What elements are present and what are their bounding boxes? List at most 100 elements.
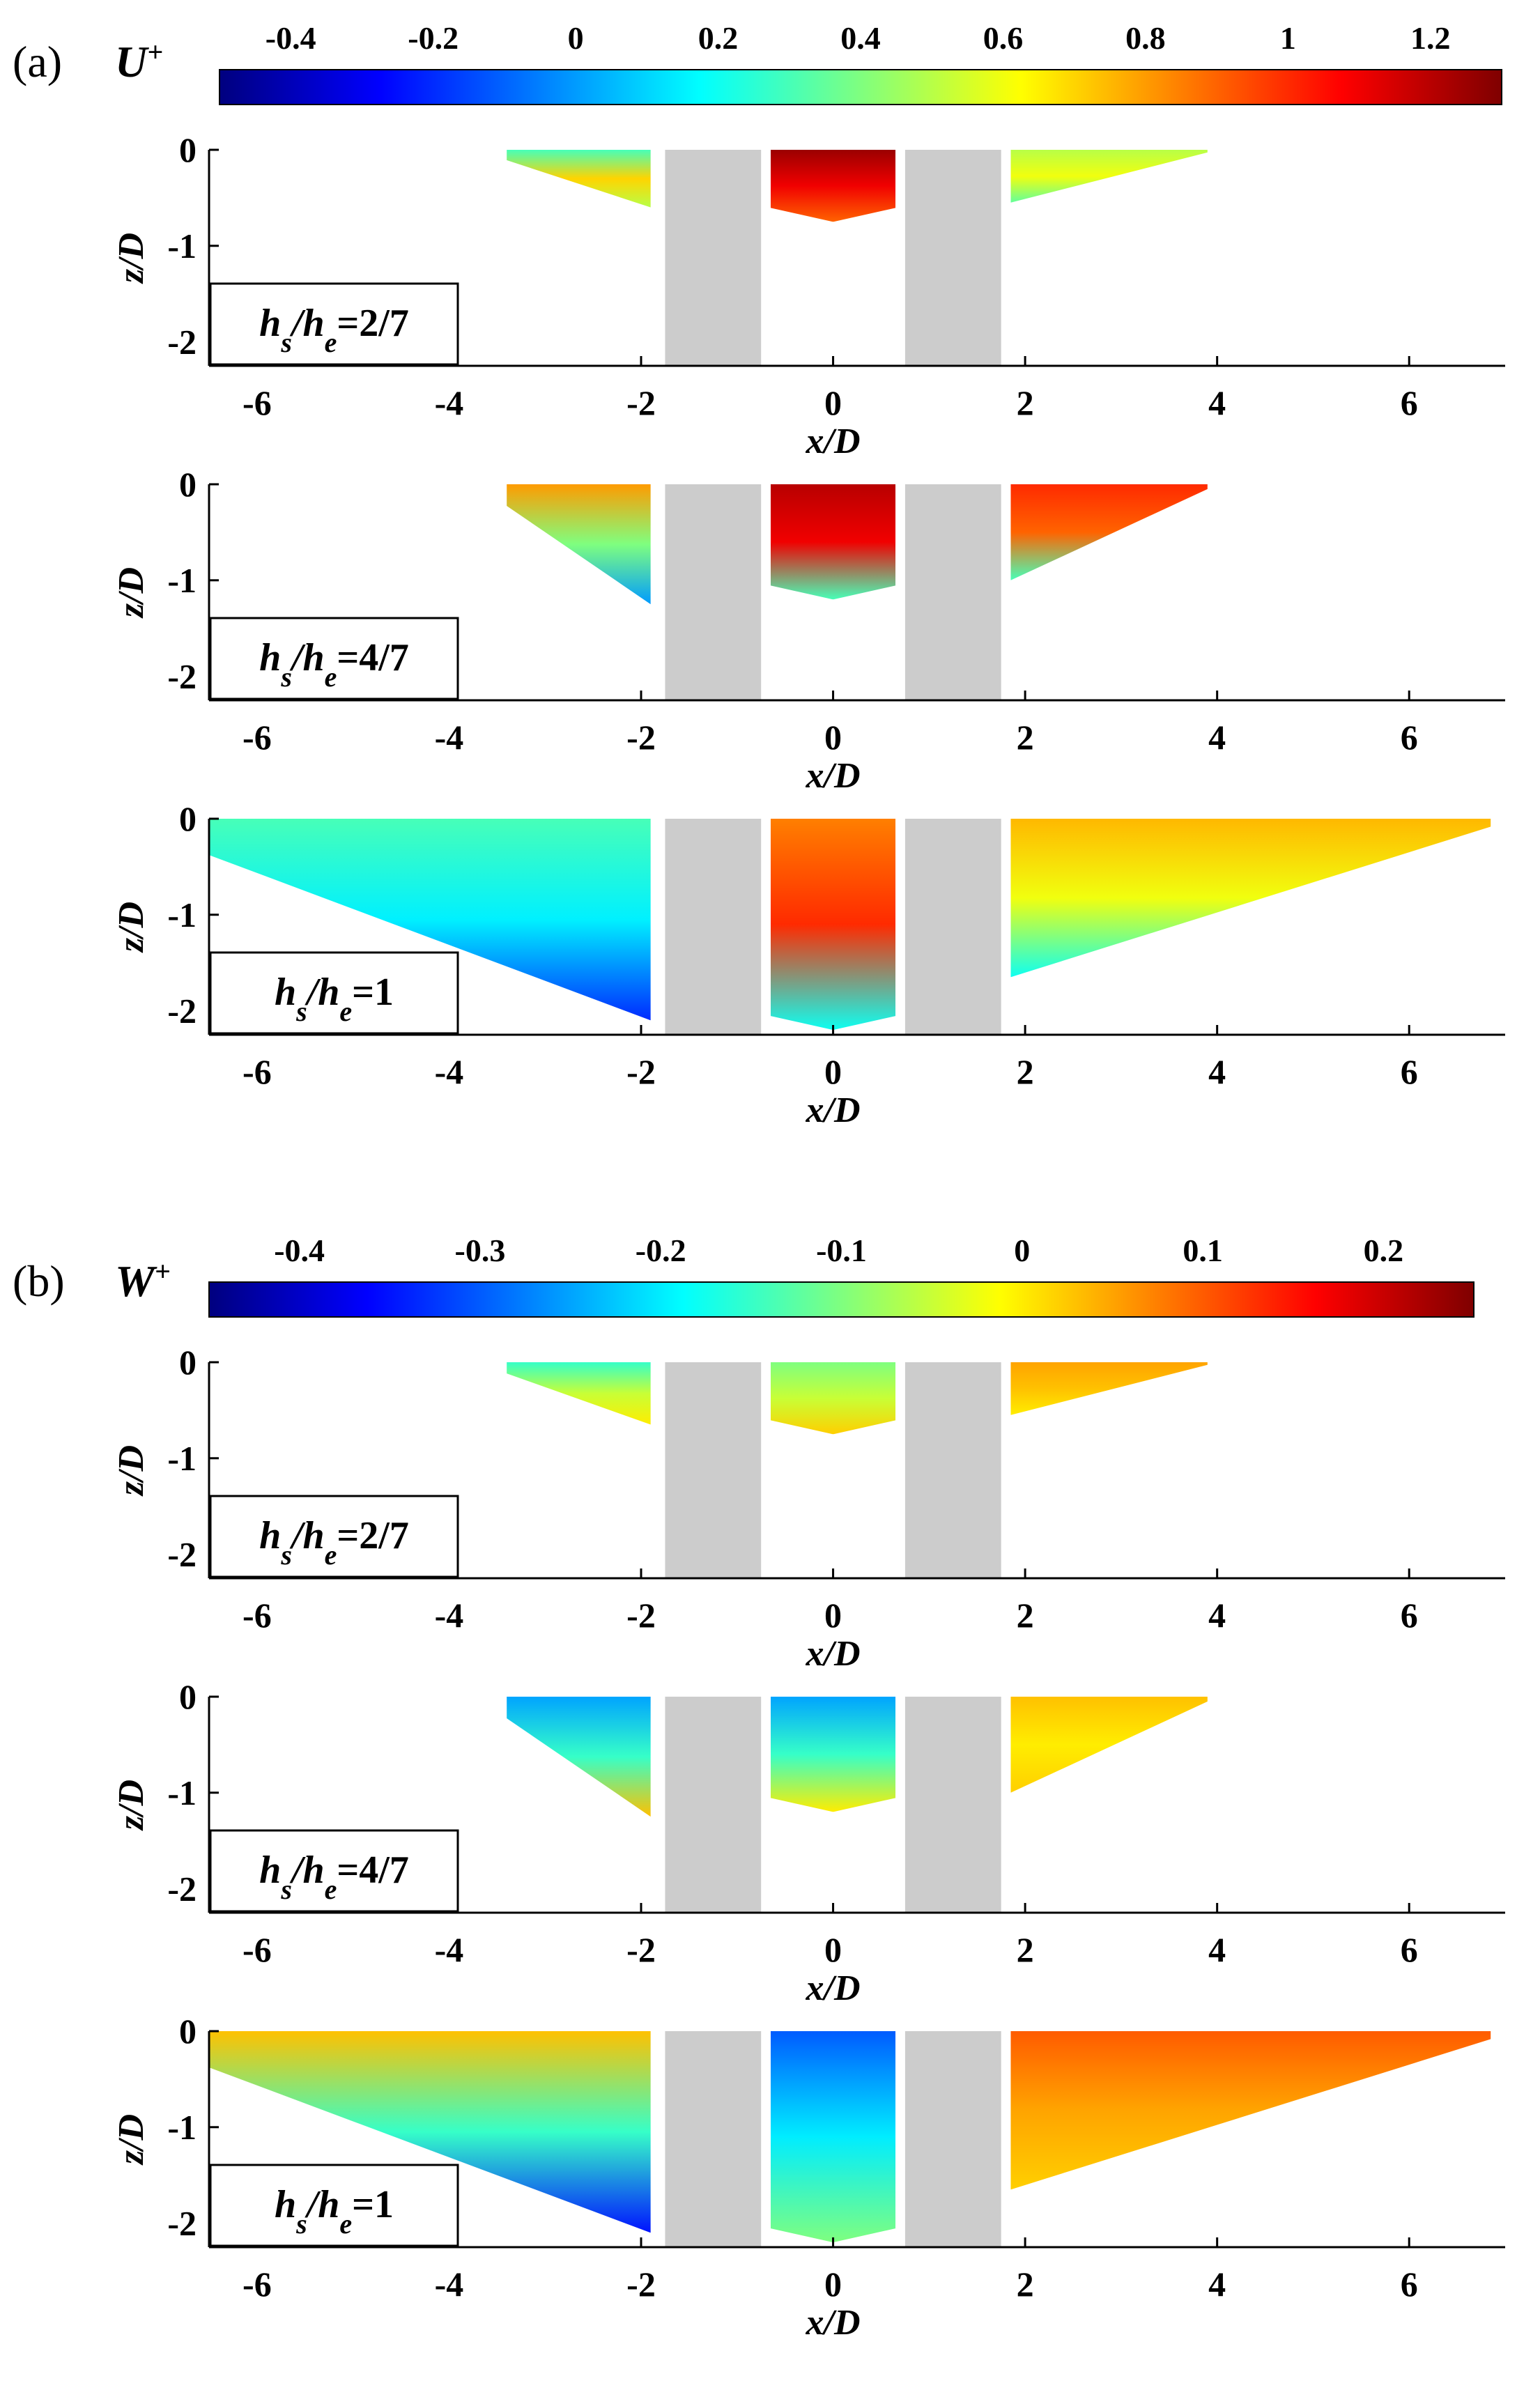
variable-label: U+ [115,36,163,87]
legend-label-part: h [259,1514,281,1557]
x-tick-label: 4 [1208,1930,1226,1969]
contour-panel-2: -6 -4 -2 0 2 4 6 0 -1 -2 x/D z/D hs/he=4/7 [111,465,1505,796]
x-axis-label: x/D [806,1634,861,1674]
contour-region-between-piers [771,150,896,222]
pier-block-2 [904,1697,1001,1913]
legend-label-part: =1 [352,971,394,1014]
x-tick-label: -2 [626,2265,656,2304]
x-tick-label: 6 [1401,1596,1418,1635]
colorbar-tick-label: -0.1 [816,1233,867,1268]
legend-label-part: e [325,1539,337,1571]
x-tick-label: 4 [1208,383,1226,422]
legend-label-part: e [339,2208,352,2239]
contour-panel-4: -6 -4 -2 0 2 4 6 0 -1 -2 x/D z/D hs/he=2/7 [111,1343,1505,1674]
y-tick-label: 0 [179,799,197,838]
x-tick-label: -4 [435,2265,464,2304]
contour-region-downstream [1010,2031,1491,2190]
x-tick-label: -2 [626,1052,656,1091]
colorbar-tick-label: -0.3 [455,1233,506,1268]
variable-label: W+ [115,1256,171,1306]
legend-label-part: s [280,327,292,358]
x-tick-label: -2 [626,718,656,757]
x-tick-label: 4 [1208,718,1226,757]
legend-box [209,1829,459,1913]
colorbar-u: (a) U+ -0.4 -0.2 0 0.2 0.4 0.6 0.8 1 1.2 [13,20,1502,105]
x-tick-label: 0 [824,383,842,422]
legend-label-part: =2/7 [337,1514,408,1557]
contour-region-downstream [1010,150,1208,203]
contour-panel-1: -6 -4 -2 0 2 4 6 0 -1 -2 x/D z/D hs/he=2/7 [111,130,1505,461]
pier-block-1 [665,1697,762,1913]
legend-label-part: e [325,1874,337,1905]
x-axis-label: x/D [806,1968,861,2008]
legend-label-part: =1 [352,2183,394,2226]
legend-label: hs/he=2/7 [259,302,409,358]
colorbar-tick-label: 0.4 [840,20,881,56]
x-tick-label: -2 [626,383,656,422]
x-tick-label: -2 [626,1596,656,1635]
y-axis-label: z/D [111,2114,151,2166]
y-tick-label: 0 [179,1343,197,1382]
x-tick-label: -4 [435,383,464,422]
legend-box [209,1495,459,1578]
variable-superscript: + [155,1256,171,1287]
x-tick-label: 2 [1017,1052,1034,1091]
contour-region-downstream [1010,819,1491,978]
x-axis-label: x/D [806,756,861,796]
y-axis-label: z/D [111,902,151,953]
panel-label: (a) [13,37,62,86]
y-tick-label: -2 [167,2204,197,2243]
legend-label-part: /h [289,636,325,679]
x-tick-label: 0 [824,1596,842,1635]
x-tick-label: 4 [1208,2265,1226,2304]
contour-region-upstream [507,150,651,208]
contour-panel-6: -6 -4 -2 0 2 4 6 0 -1 -2 x/D z/D hs/he=1 [111,2012,1505,2343]
x-tick-label: -6 [242,1052,272,1091]
y-tick-label: -1 [167,226,197,265]
contour-region-downstream [1010,1362,1208,1415]
x-tick-label: 6 [1401,1052,1418,1091]
legend-label-part: =4/7 [337,1849,408,1892]
x-tick-label: 0 [824,1930,842,1969]
colorbar-tick-label: 0.1 [1183,1233,1223,1268]
contour-region-between-piers [771,1697,896,1812]
legend-label-part: =4/7 [337,636,408,679]
legend-label-part: e [325,661,337,693]
contour-panel-5: -6 -4 -2 0 2 4 6 0 -1 -2 x/D z/D hs/he=4/7 [111,1677,1505,2008]
x-axis-label: x/D [806,1090,861,1130]
y-axis-label: z/D [111,1445,151,1497]
colorbar-tick-label: -0.2 [408,20,459,56]
colorbar-tick-label: 1.2 [1410,20,1451,56]
x-tick-label: -6 [242,1596,272,1635]
x-tick-label: 0 [824,2265,842,2304]
contour-region-between-piers [771,819,896,1031]
y-tick-label: 0 [179,130,197,169]
x-axis-label: x/D [806,2303,861,2343]
x-tick-label: 2 [1017,383,1034,422]
y-axis-label: z/D [111,1780,151,1831]
colorbar-tick-label: 0.2 [1364,1233,1404,1268]
x-tick-label: -4 [435,718,464,757]
x-tick-label: 2 [1017,1596,1034,1635]
x-tick-label: 0 [824,1052,842,1091]
legend-box [209,282,459,366]
legend-label-part: e [325,327,337,358]
legend-label: hs/he=1 [275,2183,394,2239]
contour-region-between-piers [771,2031,896,2243]
x-tick-label: -2 [626,1930,656,1969]
contour-region-downstream [1010,484,1208,580]
contour-region-between-piers [771,484,896,600]
legend-label-part: s [295,2208,307,2239]
pier-block-2 [904,2031,1001,2247]
x-tick-label: 2 [1017,718,1034,757]
colorbar-tick-label: 1 [1280,20,1296,56]
x-tick-label: 2 [1017,1930,1034,1969]
legend-label-part: h [275,971,296,1014]
colorbar-gradient [208,1281,1474,1318]
y-tick-label: -1 [167,895,197,934]
legend-label-part: /h [289,302,325,345]
pier-block-1 [665,150,762,366]
contour-region-between-piers [771,1362,896,1435]
colorbar-w: (b) W+ -0.4 -0.3 -0.2 -0.1 0 0.1 0.2 [13,1233,1474,1318]
